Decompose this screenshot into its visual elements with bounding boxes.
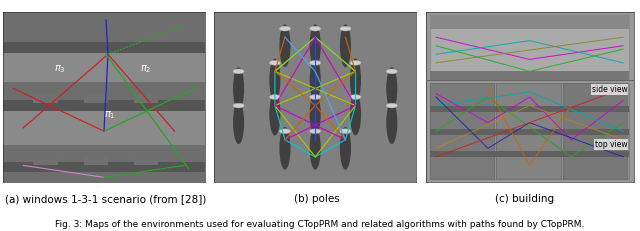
Bar [430,71,630,80]
Ellipse shape [269,61,280,65]
Text: top view: top view [595,140,627,149]
Bar [134,157,159,164]
Ellipse shape [280,129,291,134]
Ellipse shape [387,103,397,108]
Ellipse shape [310,58,321,101]
Bar [3,172,205,182]
Ellipse shape [340,24,351,67]
Bar [33,157,58,164]
Ellipse shape [350,61,361,65]
Ellipse shape [350,58,361,101]
Ellipse shape [280,127,291,170]
Ellipse shape [387,67,397,110]
Text: (a) windows 1-3-1 scenario (from [28]): (a) windows 1-3-1 scenario (from [28]) [5,195,206,204]
Bar [134,94,159,103]
Text: $\pi_1$: $\pi_1$ [104,109,115,121]
Ellipse shape [310,26,321,31]
Ellipse shape [233,67,244,110]
Text: (b) poles: (b) poles [294,195,340,204]
Ellipse shape [233,103,244,108]
Bar [430,83,630,179]
Ellipse shape [350,95,361,99]
Ellipse shape [310,93,321,135]
Bar [3,12,205,42]
Bar [3,111,205,145]
Ellipse shape [280,24,291,67]
Ellipse shape [233,101,244,144]
Bar [3,82,205,100]
Ellipse shape [310,129,321,134]
Text: (c) building: (c) building [495,195,554,204]
Text: side view: side view [591,85,627,94]
Ellipse shape [340,127,351,170]
Ellipse shape [387,101,397,144]
Polygon shape [3,100,205,111]
Polygon shape [3,162,205,172]
Bar [3,145,205,162]
Ellipse shape [233,69,244,74]
Ellipse shape [310,61,321,65]
Bar [3,53,205,82]
Ellipse shape [350,93,361,135]
Bar [563,83,627,179]
Text: Fig. 3: Maps of the environments used for evaluating CTopPRM and related algorit: Fig. 3: Maps of the environments used fo… [55,220,585,229]
Text: $\pi_3$: $\pi_3$ [54,63,65,75]
Ellipse shape [340,26,351,31]
Bar [430,129,630,135]
Ellipse shape [310,95,321,99]
Ellipse shape [269,95,280,99]
Bar [497,83,561,179]
Ellipse shape [269,58,280,101]
Ellipse shape [340,129,351,134]
Bar [84,157,108,164]
Ellipse shape [310,24,321,67]
Bar [430,15,630,29]
Ellipse shape [280,26,291,31]
Text: $\pi_2$: $\pi_2$ [140,63,152,75]
Ellipse shape [269,93,280,135]
Polygon shape [3,42,205,53]
Bar [430,106,630,112]
Bar [33,94,58,103]
Ellipse shape [387,69,397,74]
Bar [84,94,108,103]
Bar [430,83,494,179]
Ellipse shape [310,127,321,170]
Bar [430,151,630,157]
Bar [430,15,630,80]
